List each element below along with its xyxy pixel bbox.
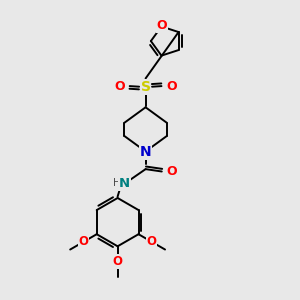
Text: O: O [112, 255, 123, 268]
Text: O: O [166, 80, 176, 93]
Text: O: O [147, 236, 157, 248]
Text: O: O [166, 165, 176, 178]
Text: O: O [157, 20, 167, 32]
Text: H: H [113, 178, 121, 188]
Text: N: N [140, 145, 152, 159]
Text: S: S [141, 80, 151, 94]
Text: N: N [119, 177, 130, 190]
Text: O: O [115, 80, 125, 93]
Text: O: O [78, 236, 88, 248]
